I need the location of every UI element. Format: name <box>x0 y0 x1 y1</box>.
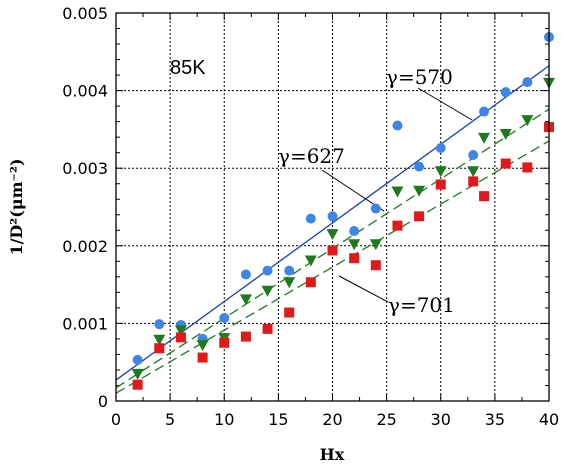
square-marker <box>175 332 186 343</box>
square-marker <box>305 277 316 288</box>
square-marker <box>284 307 295 318</box>
square-marker <box>219 337 230 348</box>
triangle-marker <box>413 185 426 197</box>
square-marker <box>132 379 143 390</box>
square-marker <box>479 191 490 202</box>
gamma-570-label: γ=570 <box>386 65 453 89</box>
triangle-marker <box>261 285 274 297</box>
data-points <box>131 32 555 390</box>
fit-line-1 <box>115 65 550 381</box>
square-marker <box>240 331 251 342</box>
y-axis-title: 1/D²(μm⁻²) <box>7 158 26 255</box>
annotation-leader-1 <box>417 87 473 121</box>
gamma-627-label: γ=627 <box>278 144 345 168</box>
x-tick-label: 25 <box>376 410 396 429</box>
x-tick-label: 40 <box>539 410 559 429</box>
square-marker <box>262 323 273 334</box>
circle-marker <box>284 265 295 276</box>
y-tick-label: 0.003 <box>62 159 108 178</box>
y-tick-label: 0.002 <box>62 237 108 256</box>
circle-marker <box>435 143 446 154</box>
tick-labels: 0 5 10 15 20 25 30 35 40 0 0.001 0.002 0.003 0.004 0.0… <box>62 4 559 429</box>
circle-marker <box>305 213 316 224</box>
circle-marker <box>262 265 273 276</box>
triangle-marker <box>434 166 447 178</box>
triangle-marker <box>478 132 491 144</box>
triangle-marker <box>153 334 166 346</box>
y-tick-label: 0.001 <box>62 314 108 333</box>
fit-line-3 <box>115 140 550 394</box>
triangle-marker <box>283 277 296 289</box>
square-marker <box>154 343 165 354</box>
triangle-marker <box>196 340 209 352</box>
circle-marker <box>154 319 165 330</box>
square-marker <box>522 162 533 173</box>
square-marker <box>435 179 446 190</box>
triangle-marker <box>467 166 480 178</box>
circle-marker <box>500 87 511 98</box>
circle-marker <box>414 161 425 172</box>
square-marker <box>500 158 511 169</box>
x-tick-label: 15 <box>268 410 288 429</box>
temperature-label: 85K <box>170 57 206 79</box>
square-marker <box>392 220 403 231</box>
circle-marker <box>479 106 490 117</box>
triangle-marker <box>369 239 382 251</box>
y-tick-label: 0.004 <box>62 82 108 101</box>
circle-marker <box>392 120 403 131</box>
x-tick-label: 20 <box>322 410 342 429</box>
circle-marker <box>132 354 143 365</box>
triangle-marker <box>326 229 339 241</box>
triangle-marker <box>174 325 187 337</box>
x-tick-label: 30 <box>431 410 451 429</box>
y-tick-label: 0.005 <box>62 4 108 23</box>
square-marker <box>197 352 208 363</box>
circle-marker <box>468 150 479 161</box>
y-tick-label: 0 <box>98 392 108 411</box>
circle-marker <box>349 226 360 237</box>
square-marker <box>349 253 360 264</box>
x-axis-title: Hx <box>320 445 345 464</box>
circle-marker <box>327 211 338 222</box>
plot-frame <box>115 12 550 402</box>
triangle-marker <box>239 294 252 306</box>
x-tick-label: 10 <box>214 410 234 429</box>
gamma-701-label: γ=701 <box>388 293 455 317</box>
triangle-marker <box>521 115 534 127</box>
triangle-marker <box>348 239 361 251</box>
circle-marker <box>522 77 533 88</box>
circle-marker <box>370 203 381 214</box>
circle-marker <box>240 269 251 280</box>
square-marker <box>327 245 338 256</box>
square-marker <box>468 176 479 187</box>
triangle-marker <box>499 129 512 141</box>
annotation-leader-3 <box>338 275 389 303</box>
triangle-marker <box>391 186 404 198</box>
square-marker <box>414 211 425 222</box>
triangle-marker <box>304 255 317 267</box>
x-tick-label: 0 <box>111 410 121 429</box>
square-marker <box>370 260 381 271</box>
grid <box>116 13 549 401</box>
circle-marker <box>219 312 230 323</box>
x-tick-label: 35 <box>485 410 505 429</box>
x-tick-label: 5 <box>165 410 175 429</box>
triangle-marker <box>131 368 144 380</box>
